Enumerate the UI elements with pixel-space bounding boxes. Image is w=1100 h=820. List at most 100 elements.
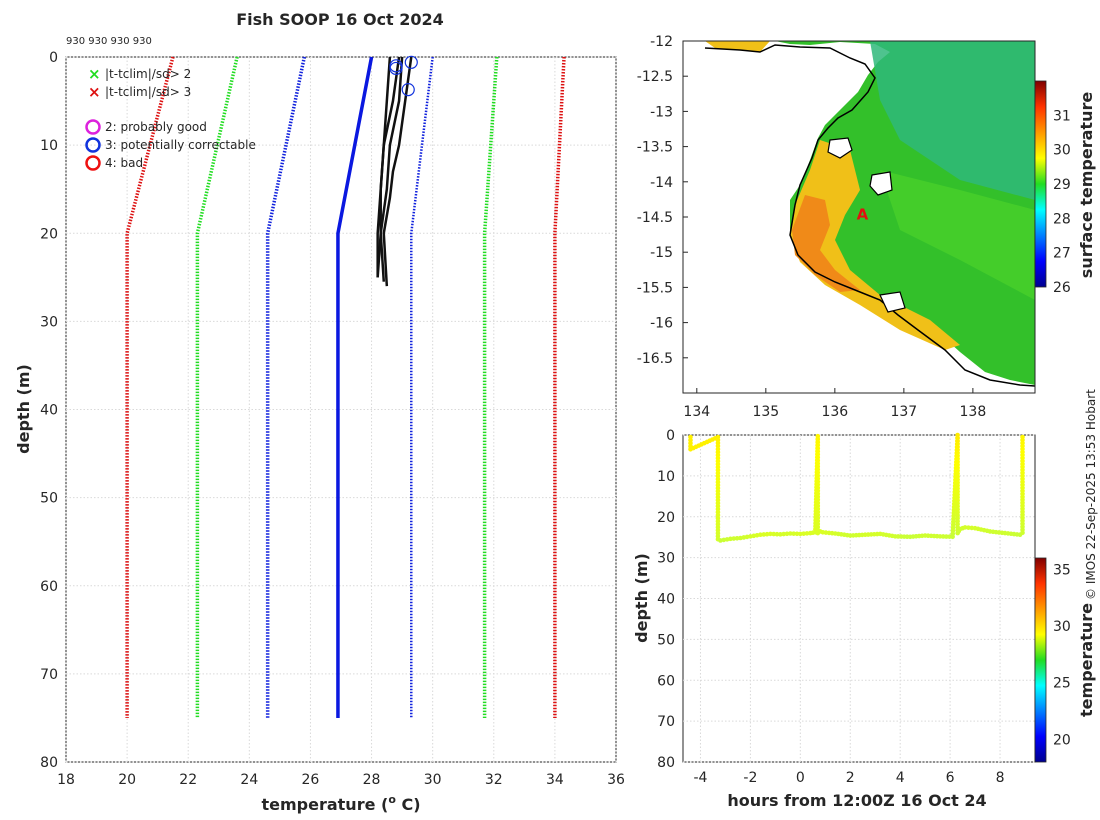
y-tick-label: 0 [49, 50, 58, 66]
time-x-tick-label: 8 [996, 770, 1005, 786]
clim-sd1-lower-line [265, 56, 307, 718]
time-y-tick-label: 50 [657, 632, 675, 648]
track-point [731, 536, 737, 541]
y-tick-label: 40 [40, 403, 58, 419]
time-y-tick-label: 20 [657, 510, 675, 526]
ocean-nearshore-warm [790, 140, 960, 350]
temperature-colorbar-tick-label: 20 [1053, 732, 1071, 748]
track-point [728, 536, 733, 542]
time-y-tick-label: 40 [657, 592, 675, 608]
y-tick-label: 20 [40, 226, 58, 242]
sst-colorbar-tick-label: 29 [1053, 177, 1071, 193]
map-lon-tick-label: 136 [821, 404, 848, 420]
y-tick-label: 50 [40, 491, 58, 507]
time-x-tick-label: 0 [796, 770, 805, 786]
x-tick-label: 34 [546, 772, 564, 788]
map-lat-tick-label: -12 [650, 34, 673, 50]
clim-mean-line [336, 56, 374, 718]
legend-label: 4: bad [105, 156, 143, 170]
time-x-tick-label: 4 [896, 770, 905, 786]
y-tick-label: 80 [40, 755, 58, 771]
map-lat-tick-label: -16.5 [637, 351, 673, 367]
sst-colorbar-label: surface temperature [1077, 92, 1096, 279]
sst-colorbar-tick-label: 28 [1053, 211, 1071, 227]
clim-sd2-lower-line [195, 56, 239, 718]
map-lat-tick-label: -16 [650, 316, 673, 332]
track-point [798, 531, 803, 537]
map-lat-tick-label: -14 [650, 175, 673, 191]
track-point [734, 535, 740, 541]
x-tick-label: 24 [240, 772, 258, 788]
legend-circle-marker [85, 119, 101, 135]
track-point [771, 531, 777, 537]
chart-title: Fish SOOP 16 Oct 2024 [236, 10, 444, 29]
temperature-colorbar-tick-label: 30 [1053, 619, 1071, 635]
x-tick-label: 20 [118, 772, 136, 788]
map-lat-tick-label: -14.5 [637, 210, 673, 226]
temperature-colorbar-label: temperature [1077, 603, 1096, 717]
track-point [784, 531, 790, 537]
qc-flag-marker [389, 61, 403, 76]
legend-x-marker: × [88, 65, 101, 83]
clim-sd1-upper-line [410, 56, 434, 718]
x-tick-label: 26 [302, 772, 320, 788]
profile-id-labels: 930 930 930 930 [66, 36, 152, 47]
track-point [758, 532, 763, 538]
temperature-colorbar-tick-label: 25 [1053, 676, 1071, 692]
track-point [764, 531, 770, 537]
map-lon-tick-label: 137 [890, 404, 917, 420]
track-point [781, 531, 786, 537]
profile-y-axis-label: depth (m) [14, 364, 33, 454]
sst-colorbar-tick-label: 31 [1053, 108, 1071, 124]
time-y-tick-label: 0 [666, 428, 675, 444]
sst-colorbar-tick-label: 27 [1053, 246, 1071, 262]
temperature-profile-line [382, 56, 413, 287]
profile-x-axis-label: temperature (o C) [261, 793, 420, 814]
track-point [774, 531, 780, 537]
temperature-profile-line [376, 56, 404, 278]
x-tick-label: 22 [179, 772, 197, 788]
island-outline [827, 137, 853, 159]
track-point [778, 532, 783, 537]
x-tick-label: 18 [57, 772, 75, 788]
temperature-profile-panel: 18 20 22 24 26 28 30 32 34 36 0 10 20 30 40 50 60 70 80 × |… [14, 50, 625, 814]
qc-flag-marker [404, 55, 418, 69]
map-lon-tick-label: 138 [960, 404, 987, 420]
legend-label: 3: potentially correctable [105, 138, 256, 152]
track-point [966, 525, 971, 530]
track-point [804, 531, 810, 536]
legend-label: |t-tclim|/sd> 3 [105, 85, 191, 99]
track-point [768, 531, 773, 537]
time-y-tick-label: 70 [657, 714, 675, 730]
y-tick-label: 70 [40, 667, 58, 683]
legend-x-marker: × [88, 83, 101, 101]
legend-label: 2: probably good [105, 120, 207, 134]
profile-plot-frame [65, 56, 617, 763]
y-tick-label: 10 [40, 138, 58, 154]
track-point [969, 525, 975, 531]
ocean-coastal-hot [792, 195, 860, 292]
temperature-colorbar-tick-label: 35 [1053, 562, 1071, 578]
map-lat-tick-label: -13.5 [637, 140, 673, 156]
track-point [794, 531, 800, 537]
surface-temperature-map-panel: 134 135 136 137 138 -12 -12.5 -13 -13.5 -14 -14.5 -… [637, 34, 1096, 420]
ocean-north-warm [705, 41, 770, 52]
track-point [962, 525, 968, 530]
time-y-tick-label: 10 [657, 469, 675, 485]
time-x-tick-label: -2 [743, 770, 757, 786]
time-y-tick-label: 60 [657, 673, 675, 689]
ocean-mid-green [880, 170, 1035, 300]
track-point [801, 531, 806, 536]
map-lat-tick-label: -15 [650, 245, 673, 261]
y-tick-label: 30 [40, 314, 58, 330]
sst-colorbar [1034, 80, 1047, 288]
legend-circle-marker [85, 137, 101, 153]
time-y-tick-label: 30 [657, 551, 675, 567]
x-tick-label: 36 [607, 772, 625, 788]
sst-colorbar-tick-label: 30 [1053, 143, 1071, 159]
track-point [788, 531, 793, 536]
track-point [791, 531, 796, 536]
legend-label: |t-tclim|/sd> 2 [105, 67, 191, 81]
map-lat-tick-label: -15.5 [637, 280, 673, 296]
x-tick-label: 32 [485, 772, 503, 788]
